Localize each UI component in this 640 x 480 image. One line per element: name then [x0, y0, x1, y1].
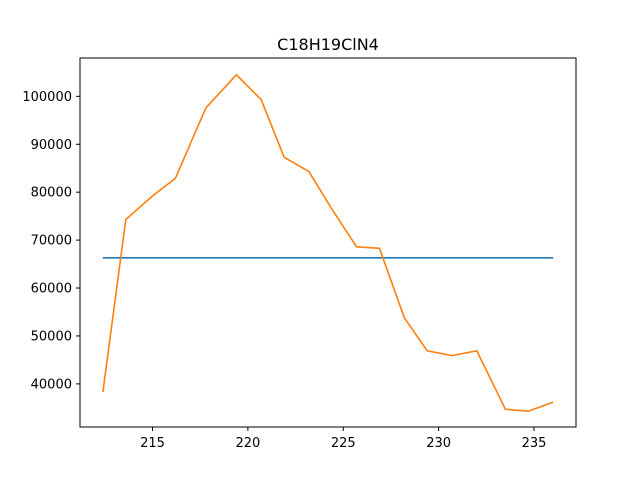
y-tick-label: 40000 [31, 377, 72, 392]
plot-area [102, 73, 554, 413]
y-tick-label: 60000 [31, 282, 72, 297]
x-tick-label: 225 [331, 436, 356, 451]
y-tick-label: 100000 [22, 90, 72, 105]
x-tick-label: 215 [140, 436, 165, 451]
y-tick-label: 70000 [31, 234, 72, 249]
y-tick-label: 50000 [31, 329, 72, 344]
series-line-1 [102, 73, 554, 413]
chart-title: C18H19ClN4 [277, 35, 379, 54]
x-tick-label: 235 [522, 436, 547, 451]
plot-frame [79, 57, 577, 428]
x-tick-label: 230 [426, 436, 451, 451]
y-tick-label: 80000 [31, 186, 72, 201]
y-axis: 40000 50000 60000 70000 80000 90000 100000 [22, 90, 80, 392]
x-axis: 215 220 225 230 235 [140, 427, 546, 451]
x-tick-label: 220 [235, 436, 260, 451]
y-tick-label: 90000 [31, 138, 72, 153]
